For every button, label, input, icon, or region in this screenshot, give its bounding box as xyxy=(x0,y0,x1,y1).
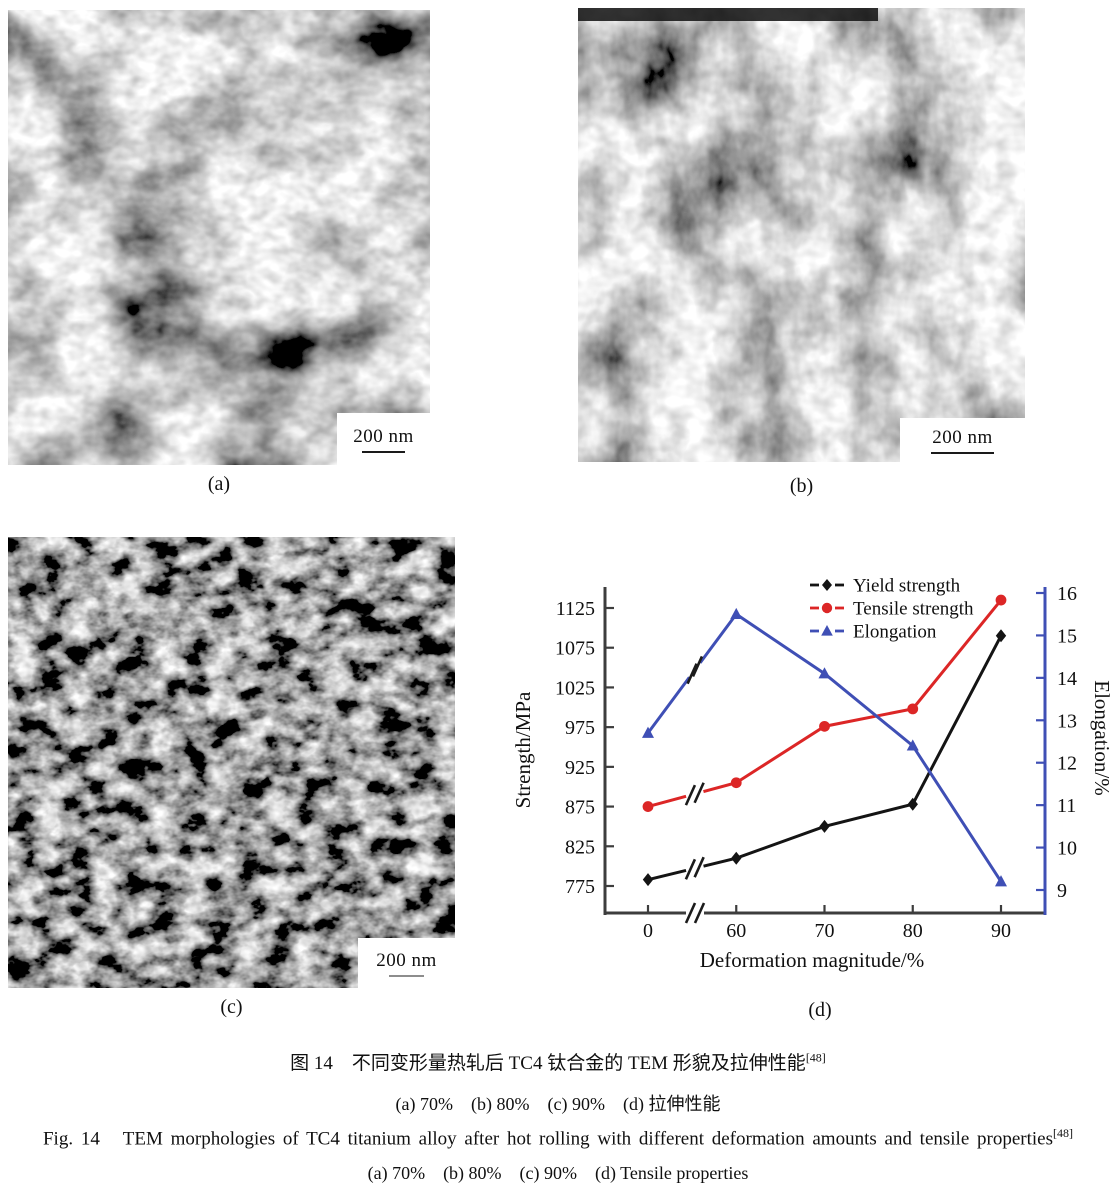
scale-box-a: 200 nm xyxy=(337,413,430,465)
chart-svg: 775 825 875 925 975 1025 1075 1125 9 10 11 12 13 14 15… xyxy=(511,576,1114,1022)
svg-text:1025: 1025 xyxy=(555,677,595,699)
svg-text:Elongation: Elongation xyxy=(853,622,937,643)
svg-text:13: 13 xyxy=(1057,710,1077,732)
chart-titles: Strength/MPa Elongation/% Deformation magn… xyxy=(511,680,1114,1021)
x-axis-break xyxy=(684,902,706,924)
svg-text:Deformation magnitude/%: Deformation magnitude/% xyxy=(700,948,925,972)
svg-text:875: 875 xyxy=(565,797,595,819)
caption-zh-sub: (a) 70% (b) 80% (c) 90% (d) 拉伸性能 xyxy=(395,1094,721,1114)
svg-text:15: 15 xyxy=(1057,625,1077,647)
chart-axes xyxy=(603,587,1047,915)
panel-label-b: (b) xyxy=(789,475,814,497)
svg-text:925: 925 xyxy=(565,757,595,779)
svg-text:60: 60 xyxy=(726,920,746,942)
scale-bar-line-c xyxy=(389,974,424,977)
scale-box-b: 200 nm xyxy=(900,418,1025,462)
svg-text:80: 80 xyxy=(903,920,923,942)
caption-zh: 图 14 不同变形量热轧后 TC4 钛合金的 TEM 形貌及拉伸性能[48] xyxy=(0,1048,1116,1075)
tem-texture-c xyxy=(8,537,455,988)
svg-text:90: 90 xyxy=(991,920,1011,942)
scale-bar-label-c: 200 nm xyxy=(376,949,437,971)
caption-zh-text: 图 14 不同变形量热轧后 TC4 钛合金的 TEM 形貌及拉伸性能 xyxy=(290,1053,806,1074)
svg-text:9: 9 xyxy=(1057,880,1067,902)
svg-text:Yield strength: Yield strength xyxy=(853,576,961,597)
svg-text:14: 14 xyxy=(1057,668,1077,690)
left-axis-ticks: 775 825 875 925 975 1025 1075 1125 xyxy=(555,598,614,898)
scale-bar-line-b xyxy=(931,451,994,454)
tem-image-a: 200 nm xyxy=(8,10,430,465)
scale-bar-label-b: 200 nm xyxy=(932,426,993,448)
svg-text:16: 16 xyxy=(1057,583,1077,605)
tem-image-b: 200 nm xyxy=(578,8,1025,462)
svg-text:1125: 1125 xyxy=(556,598,595,620)
panel-label-c: (c) xyxy=(220,996,243,1018)
caption-en: Fig. 14 TEM morphologies of TC4 titanium… xyxy=(0,1126,1116,1150)
svg-text:70: 70 xyxy=(815,920,835,942)
right-axis-ticks: 9 10 11 12 13 14 15 16 xyxy=(1036,583,1077,902)
svg-text:1075: 1075 xyxy=(555,638,595,660)
tem-texture-b xyxy=(578,8,1025,462)
panel-label-d: (d) xyxy=(808,999,831,1021)
caption-en-sub: (a) 70% (b) 80% (c) 90% (d) Tensile prop… xyxy=(367,1163,749,1183)
svg-text:825: 825 xyxy=(565,836,595,858)
series-tensile-strength xyxy=(642,594,1007,812)
scale-box-c: 200 nm xyxy=(358,938,455,988)
scale-bar-line-a xyxy=(362,450,405,453)
svg-text:11: 11 xyxy=(1057,795,1076,817)
tem-texture-a xyxy=(8,10,430,465)
caption-zh-ref: [48] xyxy=(805,1050,826,1065)
scale-bar-label-a: 200 nm xyxy=(353,425,414,447)
x-axis-ticks: 0 60 70 80 90 xyxy=(643,905,1011,942)
series-yield-strength xyxy=(642,629,1007,887)
svg-text:Strength/MPa: Strength/MPa xyxy=(511,691,535,808)
svg-text:775: 775 xyxy=(565,876,595,898)
series-elongation xyxy=(642,607,1007,887)
svg-text:975: 975 xyxy=(565,717,595,739)
panel-label-a: (a) xyxy=(207,473,231,495)
svg-text:Tensile strength: Tensile strength xyxy=(853,599,974,620)
caption-en-text: Fig. 14 TEM morphologies of TC4 titanium… xyxy=(42,1128,1053,1150)
svg-text:0: 0 xyxy=(643,920,653,942)
tem-image-c: 200 nm xyxy=(8,537,455,988)
caption-en-ref: [48] xyxy=(1053,1126,1073,1140)
svg-text:10: 10 xyxy=(1057,838,1077,860)
tensile-properties-chart: 775 825 875 925 975 1025 1075 1125 9 10 11 12 13 14 15… xyxy=(490,560,1116,1040)
svg-text:12: 12 xyxy=(1057,753,1077,775)
svg-text:Elongation/%: Elongation/% xyxy=(1090,680,1114,795)
